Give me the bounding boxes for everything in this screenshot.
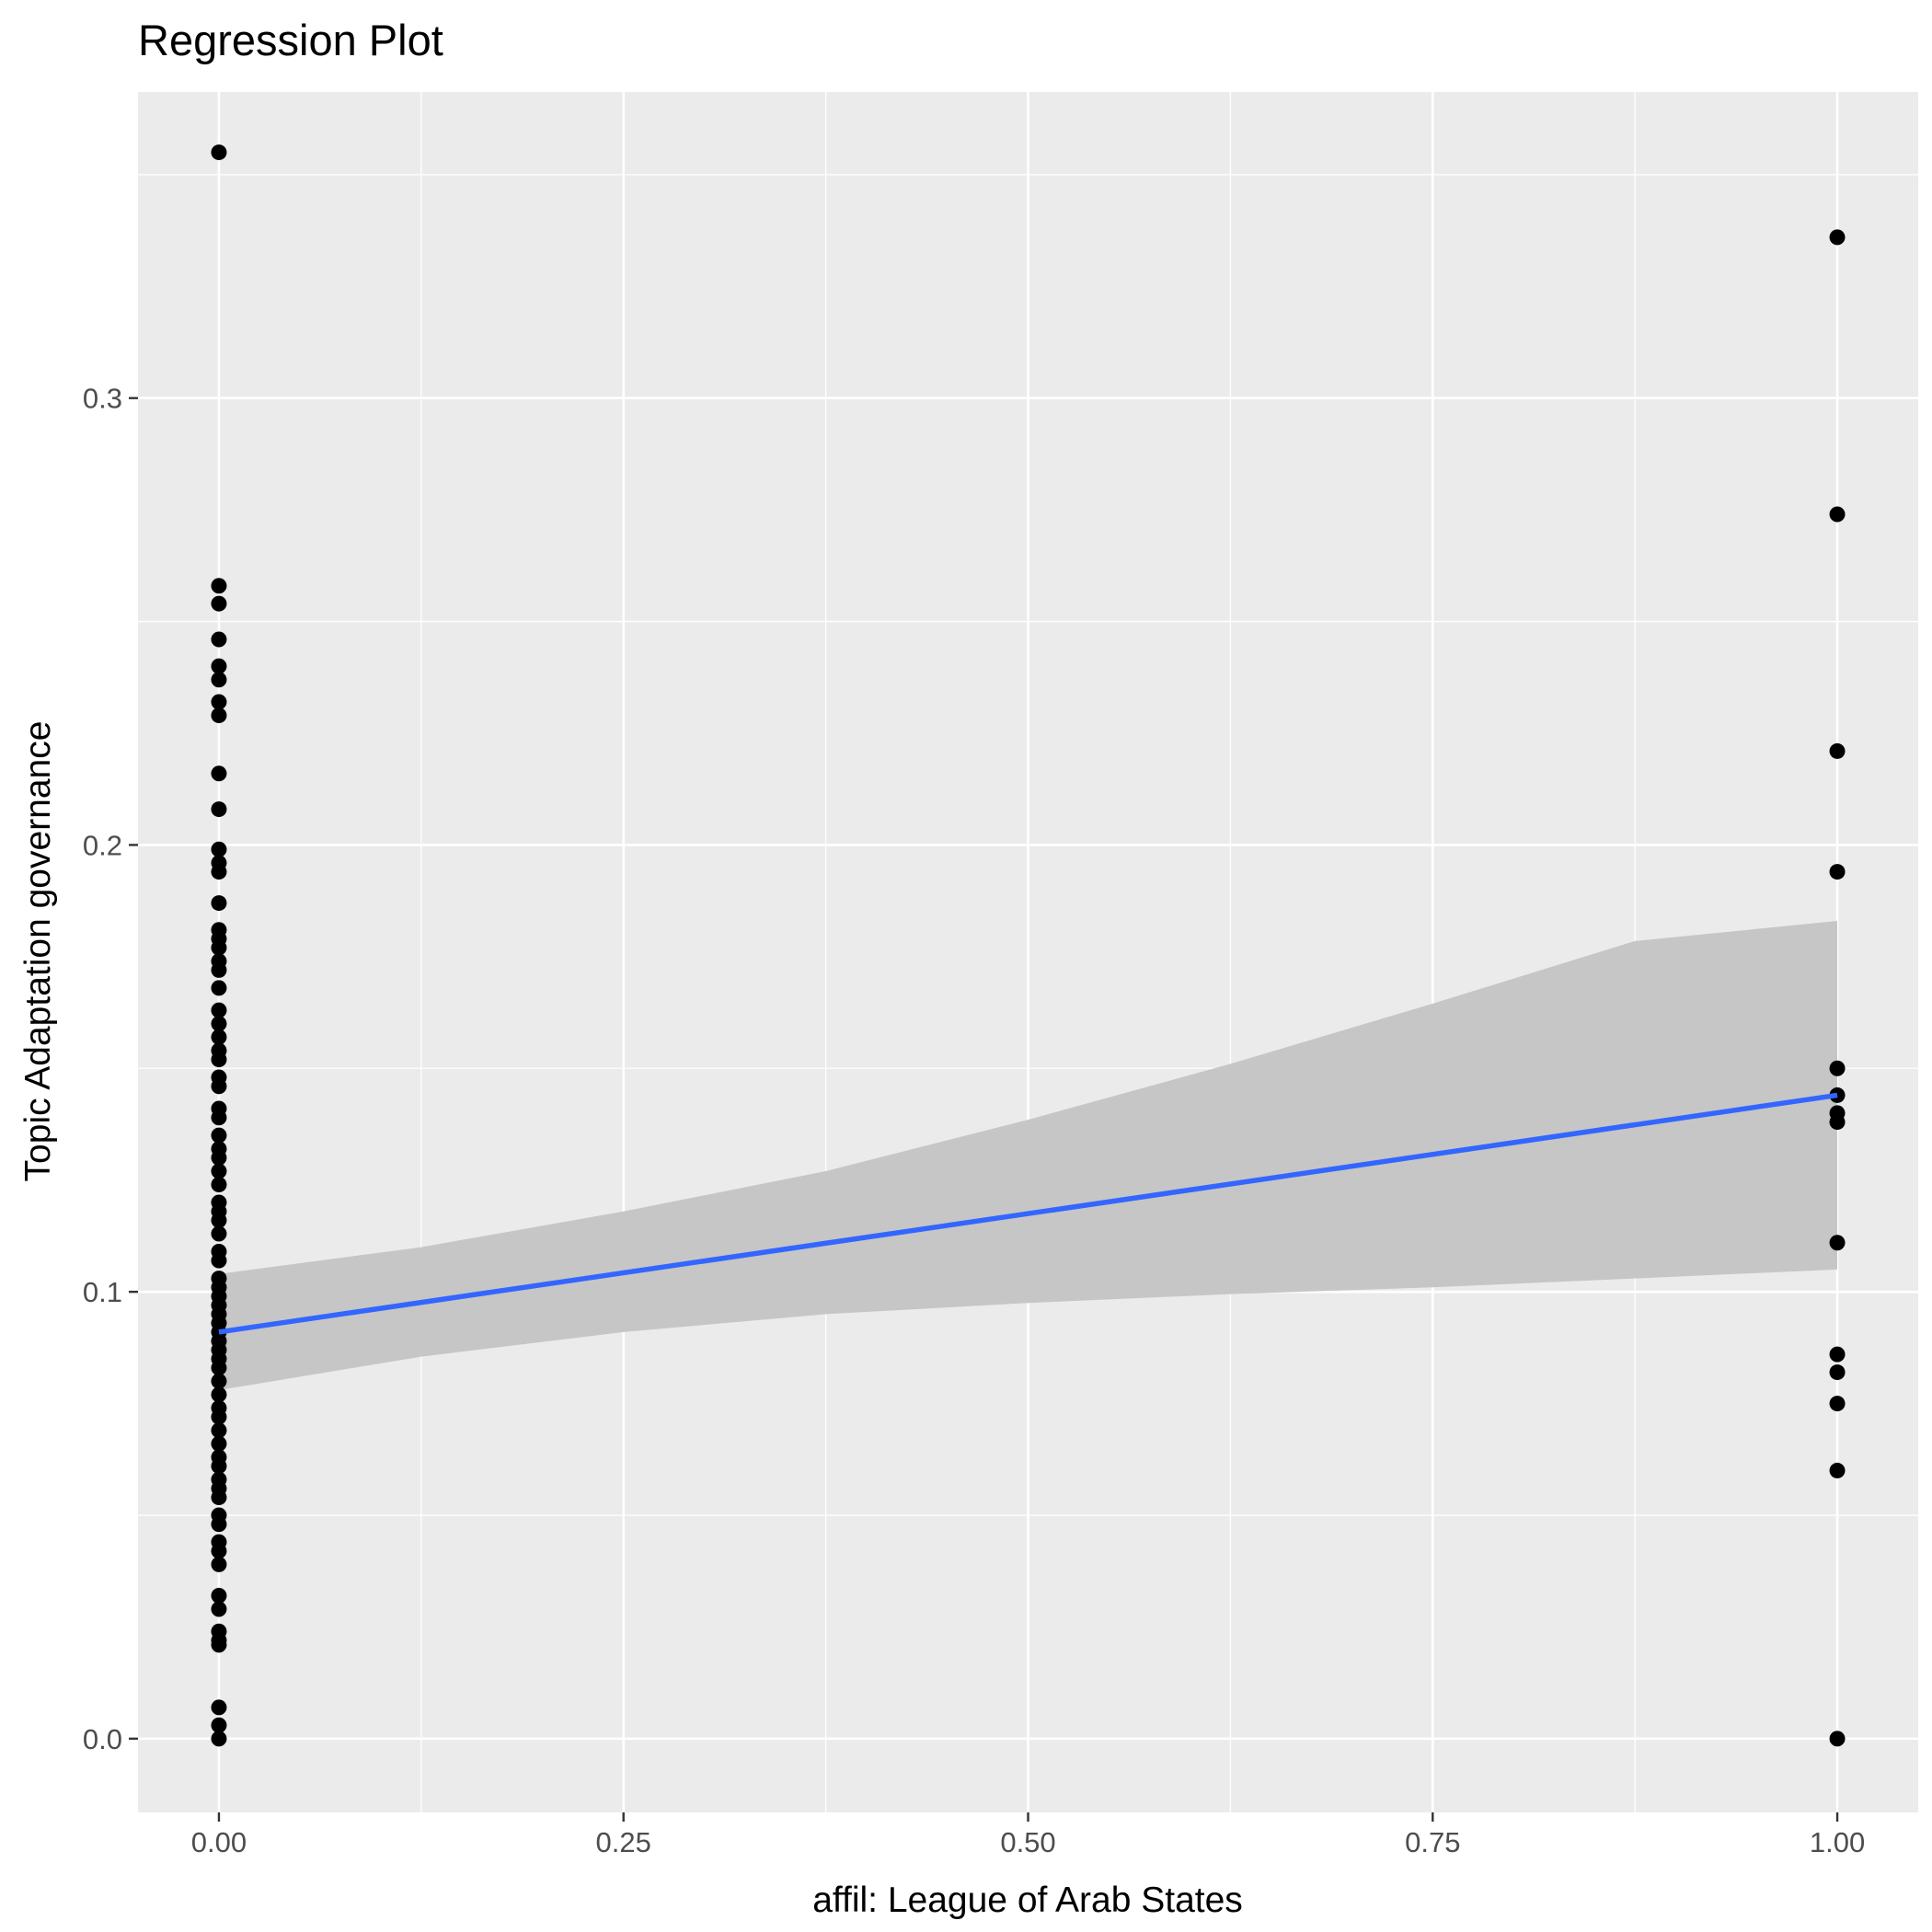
data-point <box>1829 1060 1846 1076</box>
y-tick-label: 0.0 <box>83 1723 122 1755</box>
data-point <box>211 1016 227 1032</box>
data-point <box>211 939 227 956</box>
data-point <box>211 1149 227 1166</box>
data-point <box>211 864 227 880</box>
data-point <box>211 578 227 594</box>
data-point <box>211 595 227 612</box>
data-point <box>211 1386 227 1403</box>
x-tick-label: 0.25 <box>596 1826 651 1858</box>
data-point <box>211 658 227 674</box>
x-axis-title: affil: League of Arab States <box>812 1880 1243 1920</box>
data-point <box>211 631 227 648</box>
data-point <box>211 1717 227 1733</box>
data-point <box>211 1458 227 1475</box>
data-point <box>211 1587 227 1604</box>
y-tick-label: 0.3 <box>83 383 122 415</box>
data-point <box>211 980 227 996</box>
y-axis-title: Topic Adaptation governance <box>18 721 58 1182</box>
data-point <box>211 1225 227 1242</box>
data-point <box>211 1637 227 1653</box>
y-tick-label: 0.2 <box>83 829 122 861</box>
regression-line <box>218 1092 1838 1335</box>
data-point <box>211 144 227 161</box>
data-point <box>1829 506 1846 523</box>
data-point <box>211 1601 227 1617</box>
data-point <box>211 672 227 688</box>
data-point <box>211 1212 227 1228</box>
y-axis: 0.0 0.1 0.2 0.3 <box>83 383 138 1755</box>
data-point <box>211 1489 227 1506</box>
data-points <box>211 144 1846 1747</box>
x-tick-label: 1.00 <box>1810 1826 1865 1858</box>
data-point <box>211 1435 227 1452</box>
data-point <box>211 1422 227 1439</box>
data-point <box>1829 742 1846 759</box>
data-point <box>211 895 227 912</box>
data-point <box>211 1002 227 1018</box>
x-tick-label: 0.75 <box>1405 1826 1460 1858</box>
data-point <box>1829 1364 1846 1381</box>
data-point <box>1829 1731 1846 1747</box>
data-point <box>211 1360 227 1376</box>
data-point <box>211 1177 227 1193</box>
data-point <box>1829 1462 1846 1478</box>
data-point <box>211 765 227 782</box>
data-point <box>211 694 227 710</box>
data-point <box>211 1110 227 1126</box>
data-point <box>1829 1114 1846 1131</box>
data-point <box>211 1052 227 1068</box>
data-point <box>1829 1346 1846 1363</box>
x-axis: 0.00 0.25 0.50 0.75 1.00 <box>191 1812 1865 1858</box>
data-point <box>211 801 227 818</box>
data-point <box>211 1029 227 1045</box>
data-point <box>211 841 227 857</box>
data-point <box>211 1543 227 1559</box>
x-tick-label: 0.00 <box>191 1826 247 1858</box>
data-point <box>211 961 227 978</box>
y-tick-label: 0.1 <box>83 1276 122 1308</box>
data-point <box>211 1373 227 1389</box>
data-point <box>211 1078 227 1095</box>
data-point <box>1829 1396 1846 1412</box>
data-point <box>1829 229 1846 246</box>
data-point <box>1829 864 1846 880</box>
data-point <box>211 707 227 724</box>
data-point <box>211 1699 227 1716</box>
data-point <box>211 1127 227 1144</box>
chart-title: Regression Plot <box>138 16 443 64</box>
data-point <box>211 1556 227 1572</box>
data-point <box>211 1409 227 1425</box>
x-tick-label: 0.50 <box>1000 1826 1055 1858</box>
data-point <box>211 1252 227 1269</box>
data-point <box>211 1516 227 1533</box>
data-point <box>211 1163 227 1179</box>
data-point <box>1829 1235 1846 1251</box>
data-point <box>211 1731 227 1747</box>
